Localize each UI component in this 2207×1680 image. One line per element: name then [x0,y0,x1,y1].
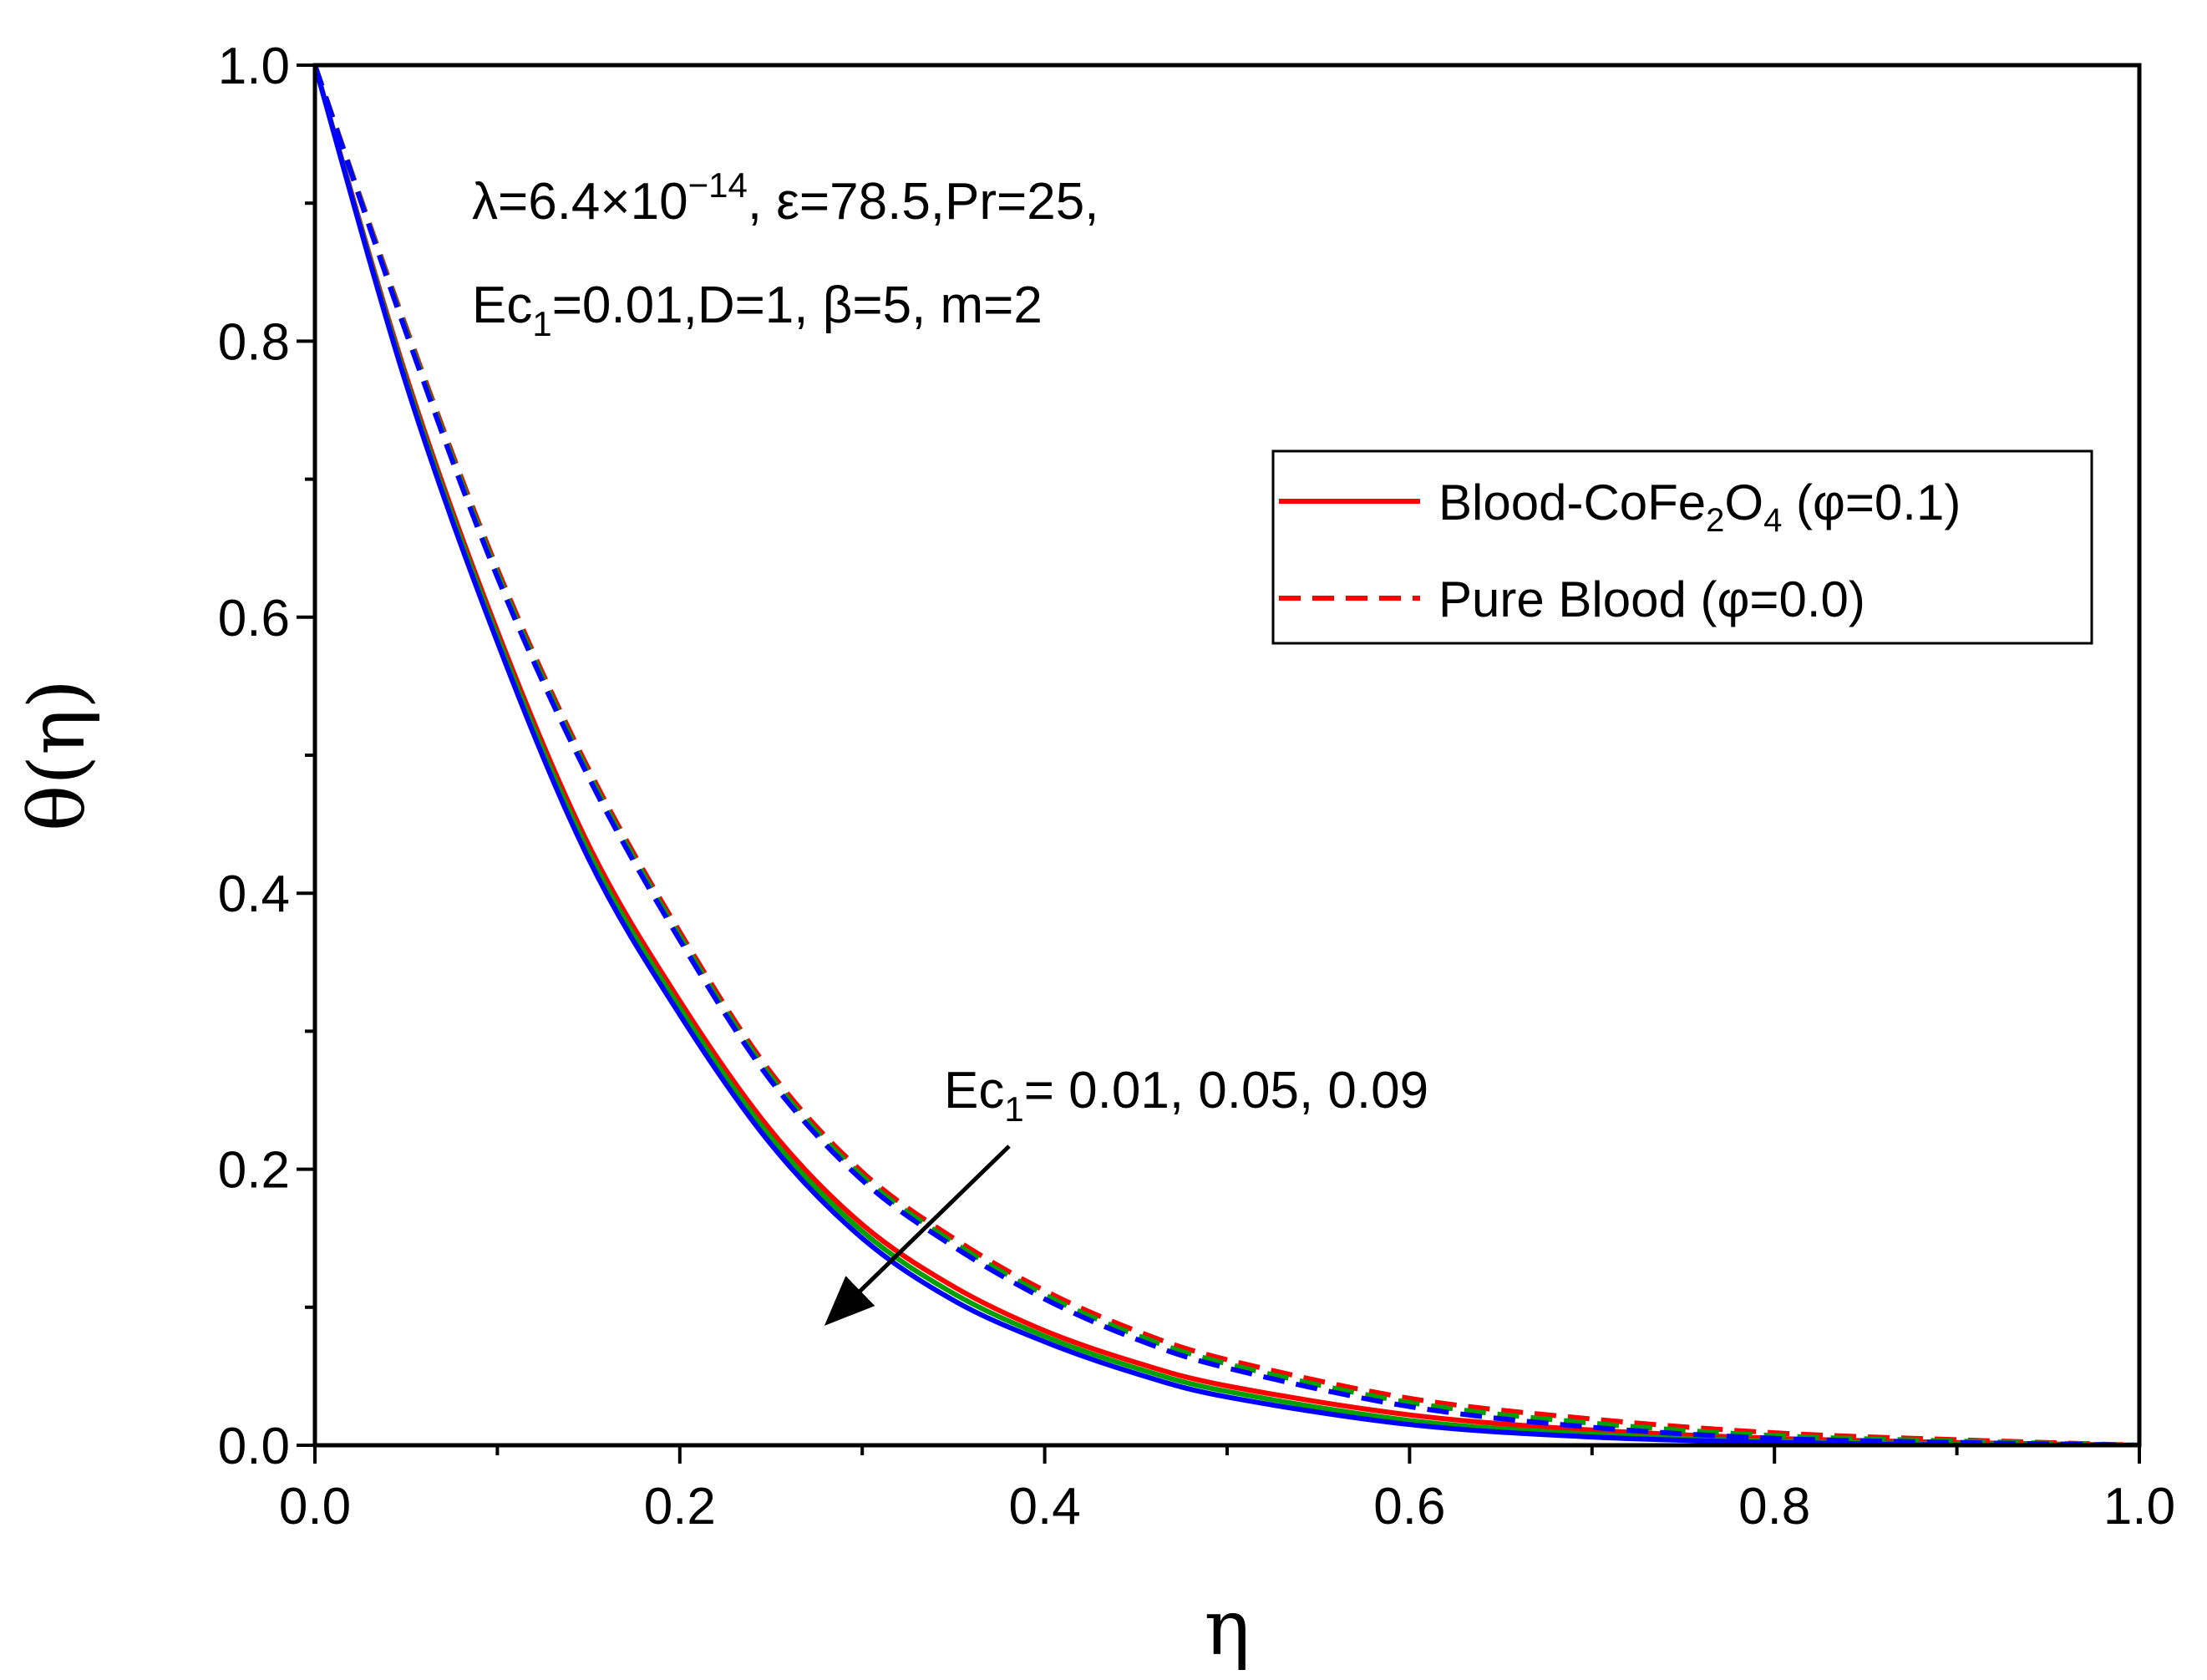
legend-label-mid: O [1724,475,1763,530]
legend-label-sub1: 2 [1706,502,1724,539]
x-tick-label-1: 0.2 [644,1478,716,1535]
y-tick-label-1: 0.2 [218,1142,290,1200]
tick-layer: 0.0 0.2 0.4 0.6 0.8 1.0 0.0 0.2 0.4 0.6 0.8 1.0 [218,38,2175,1535]
y-tick-label-4: 0.8 [218,313,290,371]
params-ec-sub: 1 [532,304,551,343]
params-lambda: λ=6.4×10 [472,173,688,231]
ec-annotation-values: = 0.01, 0.05, 0.09 [1024,1062,1428,1119]
plot-frame [312,63,2142,1448]
legend: Blood-CoFe2O4 (φ=0.1) Pure Blood (φ=0.0) [1271,449,2093,645]
legend-label-pure-blood: Pure Blood (φ=0.0) [1438,571,1865,627]
y-tick-label-5: 1.0 [218,38,290,95]
ec-annotation: Ec1= 0.01, 0.05, 0.09 [944,1062,1428,1129]
legend-label-prefix: Blood-CoFe [1438,475,1706,530]
ec-arrow [824,1145,1011,1326]
params-rest: , ε=78.5,Pr=25, [748,173,1099,231]
y-tick-label-0: 0.0 [218,1418,290,1475]
params-exponent: −14 [688,165,748,205]
ec-annotation-sub: 1 [1004,1089,1023,1129]
params-ec-rest: =0.01,D=1, β=5, m=2 [552,277,1043,334]
y-tick-label-3: 0.6 [218,590,290,647]
legend-label-suffix: (φ=0.1) [1782,475,1961,530]
params-line-1: λ=6.4×10−14, ε=78.5,Pr=25, [472,165,1098,231]
x-axis-label: η [1204,1583,1250,1672]
params-line-2: Ec1=0.01,D=1, β=5, m=2 [472,277,1043,343]
series-line-5-dashed [315,65,2139,1445]
series-layer [315,65,2139,1445]
x-tick-label-3: 0.6 [1373,1478,1445,1535]
series-line-0-solid [315,65,2139,1445]
y-axis-label: θ(η) [13,679,102,831]
params-ec: Ec [472,277,532,334]
ec-annotation-ec: Ec [944,1062,1004,1119]
x-tick-label-0: 0.0 [279,1478,351,1535]
x-tick-label-2: 0.4 [1008,1478,1080,1535]
series-line-4-dashed [315,65,2139,1445]
series-line-1-solid [315,65,2139,1445]
legend-label-nanofluid: Blood-CoFe2O4 (φ=0.1) [1438,475,1961,539]
x-tick-label-4: 0.8 [1738,1478,1810,1535]
legend-label-sub2: 4 [1763,502,1782,539]
series-line-3-dashed [315,65,2139,1445]
x-tick-label-5: 1.0 [2103,1478,2175,1535]
y-tick-label-2: 0.4 [218,865,290,923]
series-line-2-solid [315,65,2139,1445]
legend-box [1271,449,2093,645]
